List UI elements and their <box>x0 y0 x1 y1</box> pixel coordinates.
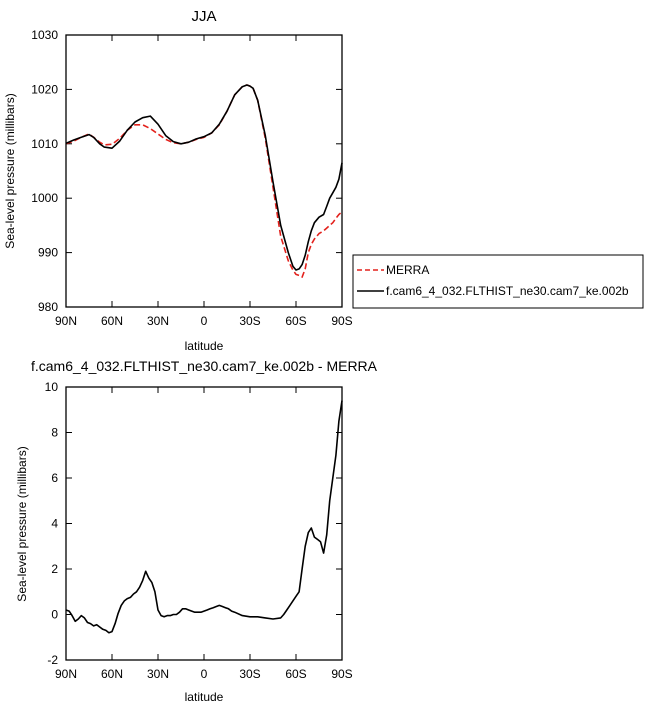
bottom-y-tick-label: 0 <box>51 608 58 622</box>
top-x-tick-label: 30S <box>239 314 260 328</box>
legend-frame <box>352 254 644 309</box>
bottom-x-tick-label: 30N <box>147 667 169 681</box>
legend-label-model: f.cam6_4_032.FLTHIST_ne30.cam7_ke.002b <box>386 284 629 298</box>
bottom-axis-ticks: 90N 60N 30N 0 30S 60S 90S -2 0 2 4 6 8 10 <box>45 380 353 681</box>
top-x-tick-label: 60N <box>101 314 123 328</box>
legend-label-merra: MERRA <box>386 263 429 277</box>
bottom-title: f.cam6_4_032.FLTHIST_ne30.cam7_ke.002b -… <box>31 358 378 374</box>
bottom-x-tick-label: 90N <box>55 667 77 681</box>
bottom-y-tick-label: -2 <box>47 653 58 667</box>
top-y-tick-label: 1030 <box>31 28 58 42</box>
top-series-line-1 <box>65 84 343 271</box>
top-x-tick-label: 60S <box>285 314 306 328</box>
legend: MERRA f.cam6_4_032.FLTHIST_ne30.cam7_ke.… <box>352 254 644 309</box>
top-y-tick-label: 1000 <box>31 191 58 205</box>
bottom-panel: f.cam6_4_032.FLTHIST_ne30.cam7_ke.002b -… <box>15 358 378 704</box>
bottom-y-tick-label: 4 <box>51 517 58 531</box>
top-axis-ticks: 90N 60N 30N 0 30S 60S 90S 980 990 1000 1010 1020 103… <box>31 28 352 328</box>
top-y-tick-label: 1020 <box>31 82 58 96</box>
bottom-x-tick-label: 30S <box>239 667 260 681</box>
bottom-y-tick-label: 2 <box>51 562 58 576</box>
top-y-tick-label: 980 <box>38 300 58 314</box>
top-plot-frame <box>65 34 343 308</box>
top-plot-lines <box>65 84 343 278</box>
top-x-tick-label: 90N <box>55 314 77 328</box>
bottom-x-tick-label: 90S <box>331 667 352 681</box>
bottom-plot-frame <box>65 386 343 661</box>
bottom-x-tick-label: 0 <box>201 667 208 681</box>
bottom-x-axis-label: latitude <box>185 690 224 704</box>
bottom-x-tick-label: 60N <box>101 667 123 681</box>
top-y-tick-label: 990 <box>38 246 58 260</box>
top-x-tick-label: 90S <box>331 314 352 328</box>
bottom-y-tick-label: 10 <box>45 380 59 394</box>
top-x-tick-label: 0 <box>201 314 208 328</box>
top-series-line-0 <box>65 84 343 278</box>
bottom-series-line-0 <box>65 400 343 634</box>
top-title: JJA <box>191 8 216 25</box>
bottom-y-tick-label: 6 <box>51 471 58 485</box>
top-x-tick-label: 30N <box>147 314 169 328</box>
top-panel: JJA Sea-level pressure (millibars) latit… <box>3 8 353 353</box>
bottom-y-axis-label: Sea-level pressure (millibars) <box>15 446 29 601</box>
bottom-plot-lines <box>65 400 343 634</box>
top-y-axis-label: Sea-level pressure (millibars) <box>3 93 17 248</box>
top-x-axis-label: latitude <box>185 339 224 353</box>
top-y-tick-label: 1010 <box>31 137 58 151</box>
bottom-y-tick-label: 8 <box>51 426 58 440</box>
bottom-x-tick-label: 60S <box>285 667 306 681</box>
